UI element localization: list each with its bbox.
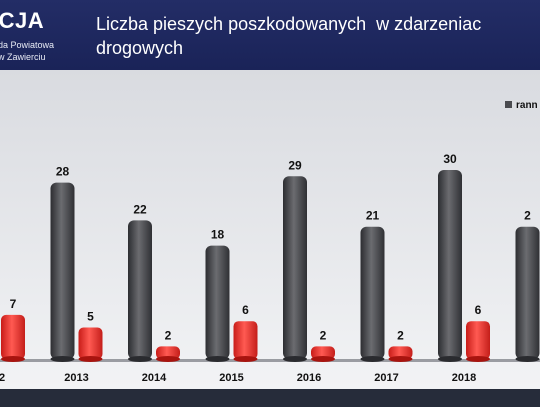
data-label-rann-2018: 30 [443, 152, 457, 166]
data-label-rann-2014: 22 [133, 202, 147, 216]
x-tick-label-2018: 2018 [452, 372, 476, 384]
data-label-series2-12: 7 [10, 297, 17, 311]
data-label-series2-2014: 2 [165, 328, 172, 342]
bar-base-red-2015 [233, 356, 258, 362]
police-logo: ICJA da Powiatowa w Zawierciu [0, 6, 80, 66]
bar-rann-2013 [50, 182, 75, 359]
bar-base-2016 [283, 356, 307, 362]
legend-label: rann [516, 100, 538, 111]
bar-base-red-2017 [388, 356, 413, 362]
bar-base-red-12 [1, 356, 25, 362]
data-label-series2-2013: 5 [87, 310, 94, 324]
bar-base-2013 [50, 356, 75, 362]
bar-rann-2016 [283, 176, 307, 359]
data-label-rann-2016: 29 [288, 158, 302, 172]
x-tick-label-2016: 2016 [297, 372, 321, 384]
data-label-series2-2016: 2 [320, 328, 327, 342]
bar-rann-2015 [205, 245, 230, 359]
bar-series2-2018 [466, 321, 490, 359]
bar-base-2018 [438, 356, 462, 362]
bar-base-red-2016 [311, 356, 335, 362]
bar-rann-2018 [438, 170, 462, 359]
logo-subtitle-line1: da Powiatowa [0, 40, 55, 50]
logo-word: ICJA [0, 8, 45, 33]
bar-rann-2017 [360, 226, 385, 359]
bar-base-red-2014 [156, 356, 180, 362]
bar-base-2014 [128, 356, 152, 362]
data-label-rann-2013: 28 [56, 165, 70, 179]
bar-series2-2016 [311, 346, 335, 359]
data-label-series2-2015: 6 [242, 303, 249, 317]
chart-title: Liczba pieszych poszkodowanych w zdarzen… [96, 14, 482, 58]
bar-base-red-2018 [466, 356, 490, 362]
bar-base-red-2013 [78, 356, 103, 362]
data-label-series2-2017: 2 [397, 328, 404, 342]
data-label-series2-2018: 6 [475, 303, 482, 317]
x-tick-label-2014: 2014 [142, 372, 167, 384]
x-tick-label-2015: 2015 [219, 372, 243, 384]
bar-series2-2013 [78, 327, 103, 359]
bar-series2-2014 [156, 346, 180, 359]
footer-strip [0, 389, 540, 407]
bar-base-next [515, 356, 540, 362]
x-tick-label-2017: 2017 [374, 372, 398, 384]
bar-base-2015 [205, 356, 230, 362]
bar-series2-2015 [233, 321, 258, 359]
bar-rann-next [515, 226, 540, 359]
x-tick-label-2013: 2013 [64, 372, 88, 384]
bar-rann-2014 [128, 220, 152, 359]
chart-baseline [0, 359, 540, 362]
bar-base-2017 [360, 356, 385, 362]
data-label-rann-2015: 18 [211, 228, 225, 242]
data-label-rann-2017: 21 [366, 209, 380, 223]
x-tick-label-12: 12 [0, 372, 5, 384]
slide-header: ICJA da Powiatowa w Zawierciu Liczba pie… [0, 0, 540, 70]
bar-series2-2017 [388, 346, 413, 359]
bar-series2-12 [1, 314, 25, 359]
logo-subtitle-line2: w Zawierciu [0, 52, 46, 62]
legend-swatch-rann [505, 101, 512, 108]
data-label-rann-next: 2 [524, 209, 531, 223]
